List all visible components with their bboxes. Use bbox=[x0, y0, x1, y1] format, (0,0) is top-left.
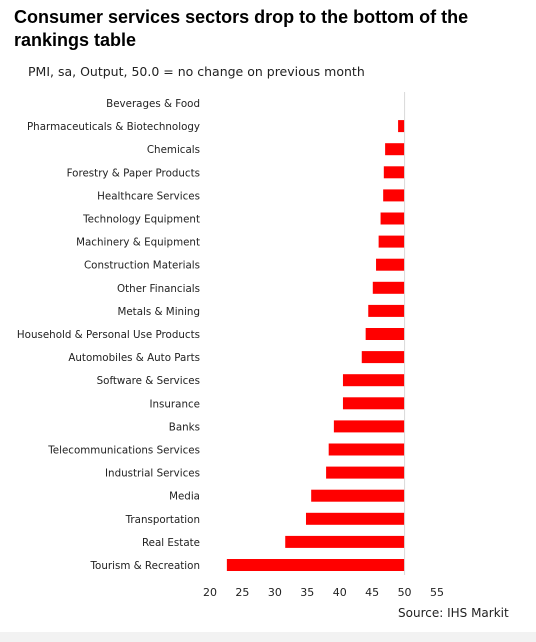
bar bbox=[361, 351, 405, 364]
bar bbox=[378, 235, 405, 248]
x-tick-label: 35 bbox=[300, 586, 314, 599]
category-label: Software & Services bbox=[97, 375, 200, 387]
category-label: Automobiles & Auto Parts bbox=[68, 352, 200, 364]
category-label: Telecommunications Services bbox=[47, 445, 200, 457]
category-label: Chemicals bbox=[147, 144, 200, 156]
footer-band bbox=[0, 632, 536, 642]
bar bbox=[226, 559, 405, 571]
source-note: Source: IHS Markit bbox=[398, 606, 509, 620]
bar bbox=[383, 189, 405, 202]
category-label: Insurance bbox=[149, 398, 200, 410]
category-label: Healthcare Services bbox=[97, 190, 200, 202]
category-label: Construction Materials bbox=[84, 260, 200, 272]
category-label: Industrial Services bbox=[105, 468, 200, 480]
bar bbox=[326, 466, 405, 479]
category-label: Real Estate bbox=[142, 537, 200, 549]
category-label: Machinery & Equipment bbox=[76, 237, 200, 249]
bar bbox=[342, 374, 405, 387]
bar bbox=[383, 166, 405, 179]
category-labels: Beverages & Food Pharmaceuticals & Biotec… bbox=[17, 98, 200, 572]
bars-layer bbox=[226, 92, 406, 575]
bar bbox=[380, 212, 405, 225]
chart-subtitle: PMI, sa, Output, 50.0 = no change on pre… bbox=[28, 64, 365, 79]
bar bbox=[328, 443, 405, 456]
category-label: Metals & Mining bbox=[117, 306, 200, 318]
x-tick-label: 20 bbox=[203, 586, 217, 599]
x-tick-label: 50 bbox=[398, 586, 412, 599]
bar bbox=[398, 120, 405, 133]
bar bbox=[311, 489, 405, 502]
category-label: Media bbox=[169, 491, 200, 503]
category-label: Pharmaceuticals & Biotechnology bbox=[27, 121, 200, 133]
bar bbox=[285, 535, 405, 548]
bar bbox=[342, 397, 405, 410]
category-label: Banks bbox=[169, 421, 200, 433]
category-label: Transportation bbox=[125, 514, 200, 526]
bar bbox=[372, 281, 405, 294]
category-label: Other Financials bbox=[117, 283, 200, 295]
bar bbox=[385, 143, 405, 156]
bar bbox=[368, 304, 405, 317]
x-axis-ticks: 20 25 30 35 40 45 50 55 bbox=[203, 586, 444, 599]
bar-chart: Beverages & Food Pharmaceuticals & Biotec… bbox=[17, 92, 444, 599]
bar bbox=[376, 258, 405, 271]
bar bbox=[365, 328, 405, 340]
x-tick-label: 55 bbox=[430, 586, 444, 599]
category-label: Forestry & Paper Products bbox=[67, 167, 200, 179]
category-label: Technology Equipment bbox=[82, 214, 200, 226]
chart-title: Consumer services sectors drop to the bo… bbox=[14, 7, 469, 50]
x-tick-label: 25 bbox=[235, 586, 249, 599]
category-label: Household & Personal Use Products bbox=[17, 329, 200, 341]
bar bbox=[333, 420, 405, 433]
x-tick-label: 30 bbox=[268, 586, 282, 599]
x-tick-label: 45 bbox=[365, 586, 379, 599]
x-tick-label: 40 bbox=[333, 586, 347, 599]
bar bbox=[305, 512, 405, 525]
category-label: Beverages & Food bbox=[106, 98, 200, 110]
category-label: Tourism & Recreation bbox=[90, 560, 201, 572]
